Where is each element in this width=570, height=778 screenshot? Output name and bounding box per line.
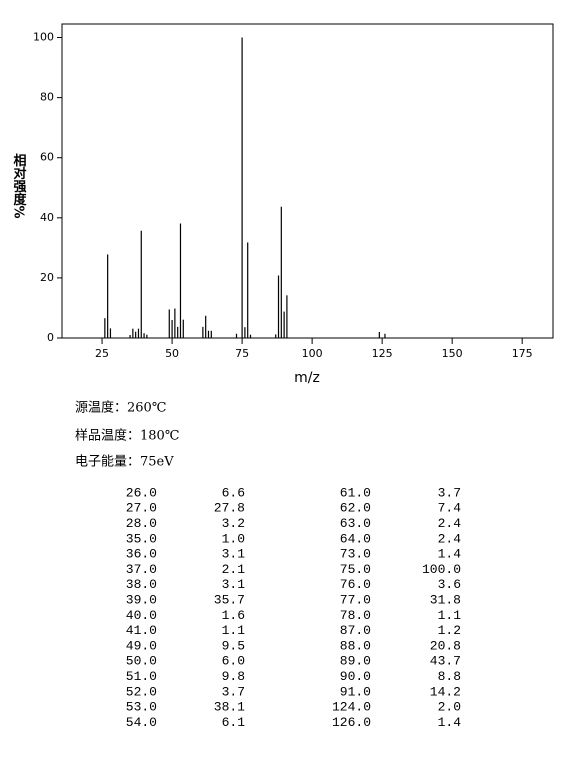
- y-axis-label: 相对强度%: [11, 153, 27, 219]
- table-cell: 6.1: [222, 715, 246, 730]
- table-cell: 6.0: [222, 654, 245, 669]
- table-cell: 76.0: [340, 577, 371, 592]
- table-cell: 27.0: [126, 501, 157, 516]
- table-cell: 126.0: [332, 715, 371, 730]
- x-tick-label: 150: [442, 347, 463, 360]
- table-cell: 41.0: [126, 623, 157, 638]
- y-tick-label: 20: [40, 271, 54, 284]
- table-cell: 35.7: [214, 593, 245, 608]
- table-cell: 2.4: [438, 516, 462, 531]
- x-axis-label: m/z: [294, 370, 320, 386]
- table-cell: 2.0: [438, 700, 461, 715]
- info-line: 样品温度：180℃: [75, 428, 179, 444]
- table-cell: 124.0: [332, 700, 371, 715]
- table-cell: 62.0: [340, 501, 371, 516]
- x-tick-label: 100: [302, 347, 323, 360]
- table-cell: 37.0: [126, 562, 157, 577]
- table-cell: 63.0: [340, 516, 371, 531]
- table-cell: 64.0: [340, 531, 371, 546]
- table-cell: 50.0: [126, 654, 157, 669]
- table-cell: 39.0: [126, 593, 157, 608]
- x-tick-label: 25: [95, 347, 109, 360]
- x-tick-label: 175: [512, 347, 533, 360]
- table-cell: 73.0: [340, 547, 371, 562]
- table-cell: 28.0: [126, 516, 157, 531]
- table-cell: 1.6: [222, 608, 245, 623]
- table-cell: 100.0: [422, 562, 461, 577]
- table-cell: 51.0: [126, 669, 157, 684]
- table-cell: 3.6: [438, 577, 461, 592]
- table-cell: 3.7: [222, 684, 245, 699]
- table-cell: 20.8: [430, 638, 461, 653]
- plot-frame: [61, 23, 554, 339]
- table-cell: 54.0: [126, 715, 157, 730]
- table-cell: 36.0: [126, 547, 157, 562]
- info-line: 电子能量：75eV: [75, 455, 174, 470]
- table-cell: 40.0: [126, 608, 157, 623]
- y-tick-label: 80: [40, 91, 54, 104]
- table-cell: 1.4: [438, 547, 462, 562]
- table-cell: 1.1: [222, 623, 246, 638]
- y-tick-label: 60: [40, 151, 54, 164]
- table-cell: 3.2: [222, 516, 245, 531]
- table-cell: 52.0: [126, 684, 157, 699]
- info-line: 源温度：260℃: [75, 400, 166, 416]
- table-cell: 61.0: [340, 485, 371, 500]
- table-cell: 78.0: [340, 608, 371, 623]
- table-cell: 9.8: [222, 669, 245, 684]
- table-cell: 89.0: [340, 654, 371, 669]
- table-cell: 90.0: [340, 669, 371, 684]
- table-cell: 2.1: [222, 562, 246, 577]
- table-cell: 7.4: [438, 501, 462, 516]
- table-cell: 35.0: [126, 531, 157, 546]
- table-cell: 3.1: [222, 577, 246, 592]
- table-cell: 38.0: [126, 577, 157, 592]
- table-cell: 1.4: [438, 715, 462, 730]
- table-cell: 2.4: [438, 531, 462, 546]
- y-tick-label: 40: [40, 211, 54, 224]
- table-cell: 87.0: [340, 623, 371, 638]
- table-cell: 49.0: [126, 638, 157, 653]
- table-cell: 1.0: [222, 531, 245, 546]
- table-cell: 1.1: [438, 608, 462, 623]
- x-tick-label: 75: [235, 347, 249, 360]
- table-cell: 53.0: [126, 700, 157, 715]
- table-cell: 31.8: [430, 593, 461, 608]
- table-cell: 75.0: [340, 562, 371, 577]
- table-cell: 3.1: [222, 547, 246, 562]
- table-cell: 8.8: [438, 669, 461, 684]
- table-cell: 91.0: [340, 684, 371, 699]
- table-cell: 88.0: [340, 638, 371, 653]
- table-cell: 6.6: [222, 485, 245, 500]
- table-cell: 1.2: [438, 623, 461, 638]
- x-tick-label: 50: [165, 347, 179, 360]
- table-cell: 27.8: [214, 501, 245, 516]
- table-cell: 38.1: [214, 700, 245, 715]
- table-cell: 77.0: [340, 593, 371, 608]
- y-tick-label: 0: [47, 331, 54, 344]
- table-cell: 26.0: [126, 485, 157, 500]
- table-cell: 14.2: [430, 684, 461, 699]
- y-tick-label: 100: [33, 31, 54, 44]
- table-cell: 3.7: [438, 485, 461, 500]
- table-cell: 9.5: [222, 638, 245, 653]
- table-cell: 43.7: [430, 654, 461, 669]
- x-tick-label: 125: [372, 347, 393, 360]
